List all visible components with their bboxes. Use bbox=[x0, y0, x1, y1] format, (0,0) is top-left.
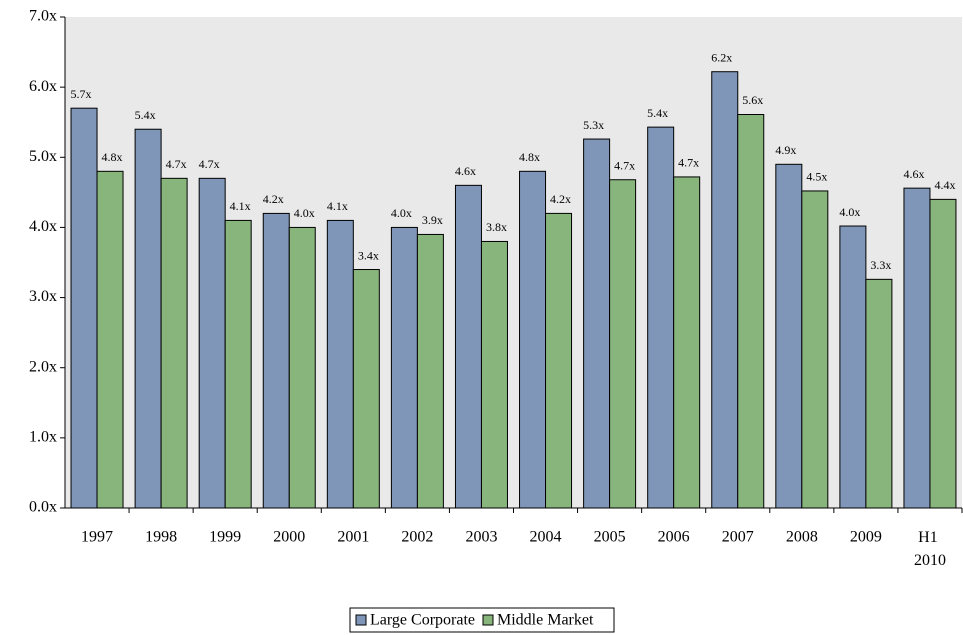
bar bbox=[865, 278, 893, 509]
bar bbox=[326, 219, 354, 509]
x-tick-label: 1999 bbox=[209, 529, 241, 546]
bar bbox=[288, 226, 316, 509]
bar bbox=[480, 240, 508, 509]
value-label: 5.7x bbox=[71, 87, 92, 101]
bar bbox=[609, 179, 637, 509]
value-label: 4.8x bbox=[519, 150, 540, 164]
value-label: 4.2x bbox=[263, 192, 284, 206]
x-tick-label: 2007 bbox=[722, 529, 754, 546]
bar bbox=[160, 177, 188, 509]
value-label: 4.0x bbox=[391, 206, 412, 220]
bar bbox=[352, 269, 380, 509]
bar bbox=[70, 107, 98, 509]
bar bbox=[647, 126, 675, 509]
bar bbox=[545, 212, 573, 509]
y-tick-label: 4.0x bbox=[29, 218, 57, 235]
value-label: 5.6x bbox=[742, 93, 763, 107]
y-tick-label: 3.0x bbox=[29, 288, 57, 305]
legend: Large Corporate Middle Market bbox=[349, 607, 615, 633]
bar bbox=[583, 138, 611, 509]
value-label: 3.4x bbox=[358, 248, 379, 262]
bar bbox=[454, 184, 482, 509]
value-label: 4.0x bbox=[294, 206, 315, 220]
x-tick-label: 2001 bbox=[337, 529, 369, 546]
bar bbox=[416, 233, 444, 509]
y-tick-label: 2.0x bbox=[29, 358, 57, 375]
bar bbox=[929, 198, 957, 509]
legend-swatch bbox=[355, 614, 367, 626]
value-label: 5.4x bbox=[135, 108, 156, 122]
value-label: 4.4x bbox=[934, 178, 955, 192]
value-label: 6.2x bbox=[711, 50, 732, 64]
bar bbox=[839, 225, 867, 509]
value-label: 4.8x bbox=[102, 150, 123, 164]
value-label: 4.7x bbox=[166, 157, 187, 171]
bar bbox=[903, 187, 931, 509]
value-label: 5.4x bbox=[647, 106, 668, 120]
y-tick-label: 7.0x bbox=[29, 8, 57, 25]
legend-swatch bbox=[482, 614, 494, 626]
bar bbox=[737, 113, 765, 509]
value-label: 4.7x bbox=[678, 156, 699, 170]
x-tick-label: 2005 bbox=[594, 529, 626, 546]
value-label: 4.1x bbox=[327, 199, 348, 213]
x-tick-label: 2003 bbox=[465, 529, 497, 546]
value-label: 4.5x bbox=[806, 170, 827, 184]
bar bbox=[96, 170, 124, 509]
y-tick-label: 0.0x bbox=[29, 499, 57, 516]
value-label: 4.2x bbox=[550, 192, 571, 206]
bar bbox=[390, 226, 418, 509]
y-tick-label: 1.0x bbox=[29, 429, 57, 446]
value-label: 4.6x bbox=[455, 164, 476, 178]
x-tick-label: 1998 bbox=[145, 529, 177, 546]
x-tick-label: 2008 bbox=[786, 529, 818, 546]
value-label: 5.3x bbox=[583, 118, 604, 132]
value-label: 4.7x bbox=[614, 158, 635, 172]
legend-label: Middle Market bbox=[497, 612, 594, 629]
bar bbox=[224, 219, 252, 509]
value-label: 4.9x bbox=[775, 143, 796, 157]
value-label: 4.0x bbox=[839, 205, 860, 219]
bar bbox=[134, 128, 162, 509]
bar bbox=[198, 177, 226, 509]
bar bbox=[673, 176, 701, 509]
legend-label: Large Corporate bbox=[370, 612, 475, 629]
x-tick-label: 2006 bbox=[658, 529, 690, 546]
value-label: 3.3x bbox=[870, 258, 891, 272]
x-tick-label: 1997 bbox=[81, 529, 113, 546]
bar bbox=[801, 190, 829, 509]
y-tick-label: 5.0x bbox=[29, 148, 57, 165]
x-tick-label: 2009 bbox=[850, 529, 882, 546]
x-tick-label: 2000 bbox=[273, 529, 305, 546]
y-tick-label: 6.0x bbox=[29, 78, 57, 95]
legend-box bbox=[349, 607, 615, 633]
value-label: 3.8x bbox=[486, 220, 507, 234]
value-label: 4.7x bbox=[199, 157, 220, 171]
bar bbox=[262, 212, 290, 509]
bar bbox=[519, 170, 547, 509]
value-label: 3.9x bbox=[422, 213, 443, 227]
bar bbox=[775, 163, 803, 509]
value-label: 4.6x bbox=[903, 167, 924, 181]
x-tick-label: 2002 bbox=[401, 529, 433, 546]
value-label: 4.1x bbox=[230, 199, 251, 213]
x-tick-label: 2004 bbox=[530, 529, 562, 546]
x-tick-label: H1 2010 bbox=[914, 529, 946, 569]
bar bbox=[711, 71, 739, 509]
